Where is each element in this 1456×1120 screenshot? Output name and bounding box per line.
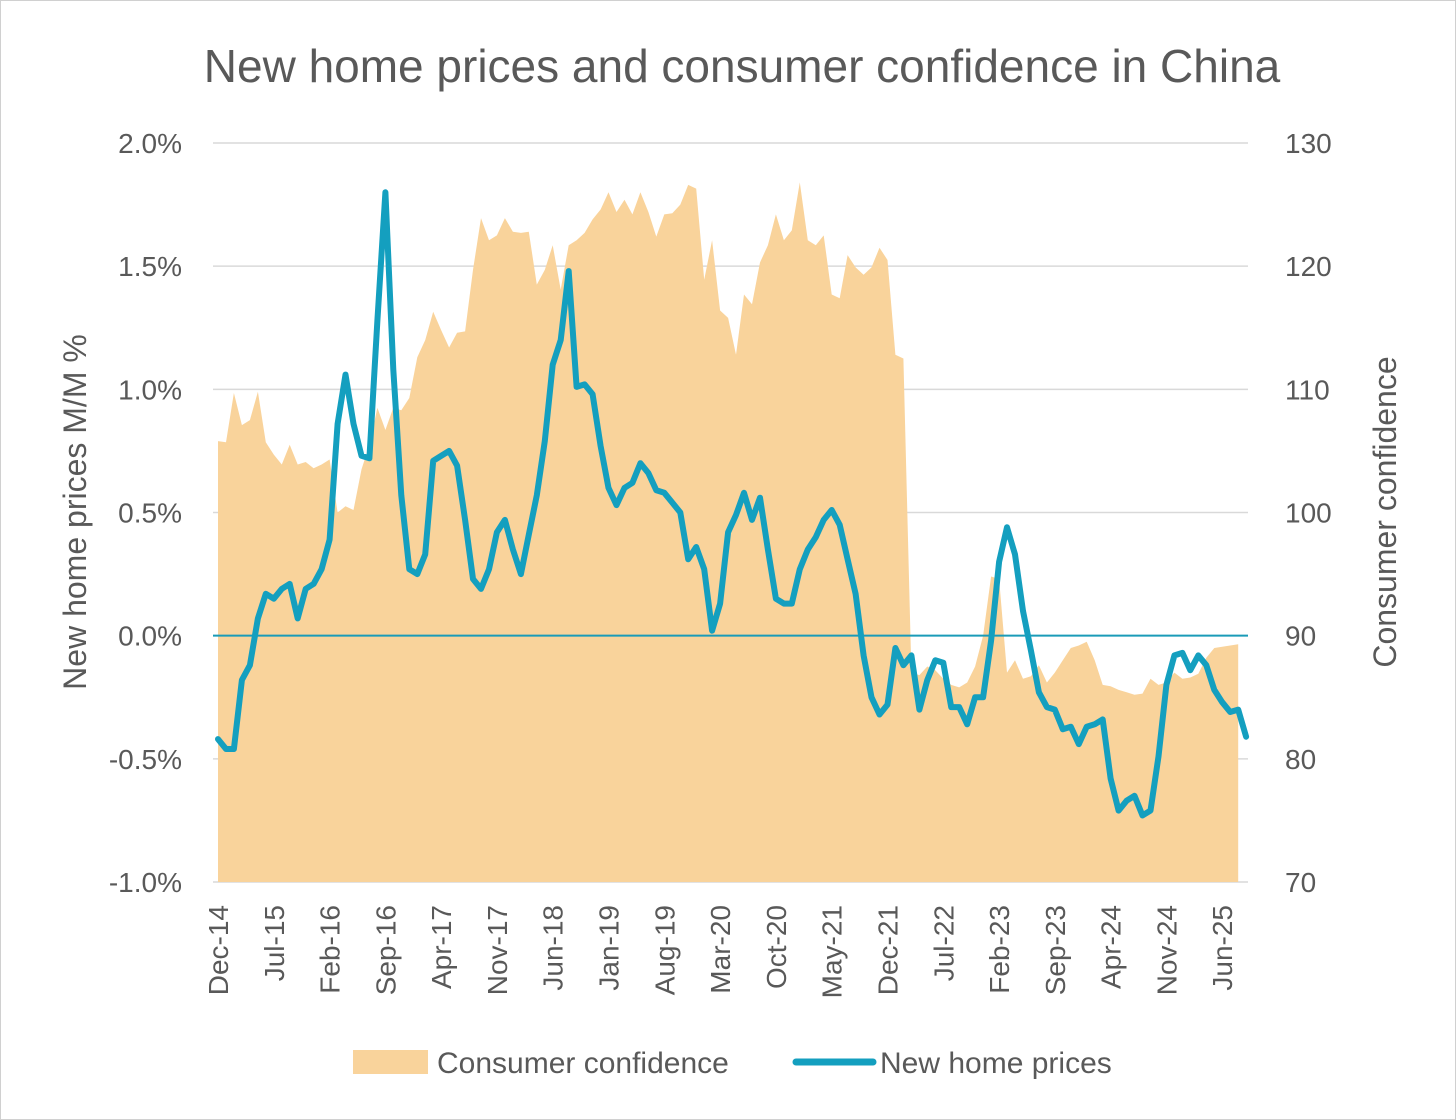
right-tick-label: 70 bbox=[1285, 867, 1316, 898]
x-tick-label: Nov-17 bbox=[482, 905, 513, 995]
right-axis-title: Consumer confidence bbox=[1367, 356, 1403, 667]
x-tick-label: Nov-24 bbox=[1151, 905, 1182, 995]
x-tick-label: Jun-25 bbox=[1207, 905, 1238, 991]
new-home-prices-line bbox=[215, 189, 1250, 819]
x-tick-label: Mar-20 bbox=[705, 905, 736, 994]
right-tick-label: 130 bbox=[1285, 128, 1332, 159]
right-tick-label: 120 bbox=[1285, 251, 1332, 282]
x-tick-label: Feb-23 bbox=[984, 905, 1015, 994]
x-tick-label: Jun-18 bbox=[538, 905, 569, 991]
left-tick-label: 1.5% bbox=[118, 251, 182, 282]
x-tick-label: Aug-19 bbox=[649, 905, 680, 995]
legend-swatch-consumer-confidence bbox=[353, 1050, 428, 1074]
x-tick-label: Jan-19 bbox=[594, 905, 625, 991]
x-tick-label: Sep-16 bbox=[370, 905, 401, 995]
x-tick-label: Jul-22 bbox=[928, 905, 959, 981]
left-tick-label: 2.0% bbox=[118, 128, 182, 159]
left-tick-label: 1.0% bbox=[118, 374, 182, 405]
legend-label-new-home-prices: New home prices bbox=[880, 1047, 1112, 1080]
chart-title: New home prices and consumer confidence … bbox=[204, 40, 1281, 92]
x-tick-label: Feb-16 bbox=[315, 905, 346, 994]
x-tick-label: Sep-23 bbox=[1040, 905, 1071, 995]
left-tick-label: 0.5% bbox=[118, 498, 182, 529]
x-tick-label: Dec-21 bbox=[872, 905, 903, 995]
legend: Consumer confidence New home prices bbox=[353, 1047, 1112, 1080]
x-tick-label: Oct-20 bbox=[761, 905, 792, 989]
left-tick-label: 0.0% bbox=[118, 621, 182, 652]
x-tick-label: Apr-17 bbox=[426, 905, 457, 989]
x-tick-label: May-21 bbox=[817, 905, 848, 998]
right-tick-label: 100 bbox=[1285, 498, 1332, 529]
right-tick-label: 80 bbox=[1285, 744, 1316, 775]
x-tick-label: Jul-15 bbox=[259, 905, 290, 981]
left-tick-label: -1.0% bbox=[109, 867, 182, 898]
left-tick-label: -0.5% bbox=[109, 744, 182, 775]
legend-label-consumer-confidence: Consumer confidence bbox=[437, 1047, 729, 1080]
right-tick-label: 110 bbox=[1285, 374, 1330, 405]
left-axis-title: New home prices M/M % bbox=[57, 334, 93, 690]
x-tick-label: Apr-24 bbox=[1096, 905, 1127, 989]
right-tick-label: 90 bbox=[1285, 621, 1316, 652]
x-tick-label: Dec-14 bbox=[203, 905, 234, 995]
